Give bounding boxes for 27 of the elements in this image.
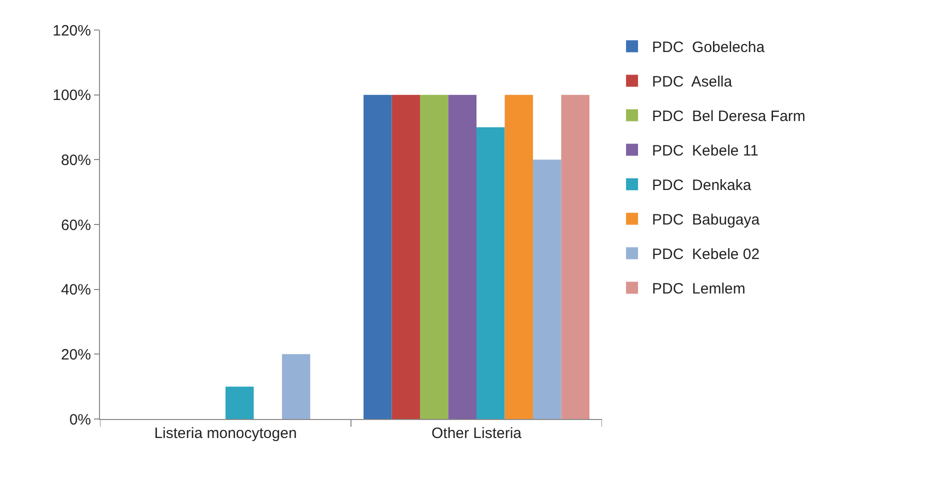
bar <box>226 386 254 419</box>
bar <box>392 94 420 419</box>
bar <box>282 354 310 419</box>
legend-label: PDC Lemlem <box>652 280 746 298</box>
bar <box>476 127 505 419</box>
y-tick-label: 80% <box>60 152 91 169</box>
legend-label: PDC Kebele 11 <box>652 142 758 160</box>
legend-label: PDC Kebele 02 <box>652 246 760 264</box>
y-tick-label: 0% <box>69 411 91 428</box>
bar <box>561 94 590 419</box>
y-tick-label: 20% <box>60 346 91 364</box>
legend-label: PDC Bel Deresa Farm <box>652 108 806 126</box>
bar <box>504 94 533 419</box>
legend-label: PDC Denkaka <box>652 177 752 194</box>
legend-label: PDC Asella <box>652 74 733 91</box>
x-tick-label: Other Listeria <box>431 425 522 442</box>
bar <box>420 94 448 419</box>
legend-label: PDC Gobelecha <box>652 39 766 56</box>
bar <box>364 94 392 419</box>
x-tick-label: Listeria monocytogen <box>154 425 297 442</box>
bar <box>448 94 476 419</box>
y-tick-label: 100% <box>52 87 91 104</box>
y-tick-label: 120% <box>52 22 91 40</box>
legend-label: PDC Babugaya <box>652 212 760 229</box>
bar <box>532 160 562 419</box>
y-tick-label: 60% <box>60 216 91 234</box>
y-tick-label: 40% <box>60 282 91 299</box>
